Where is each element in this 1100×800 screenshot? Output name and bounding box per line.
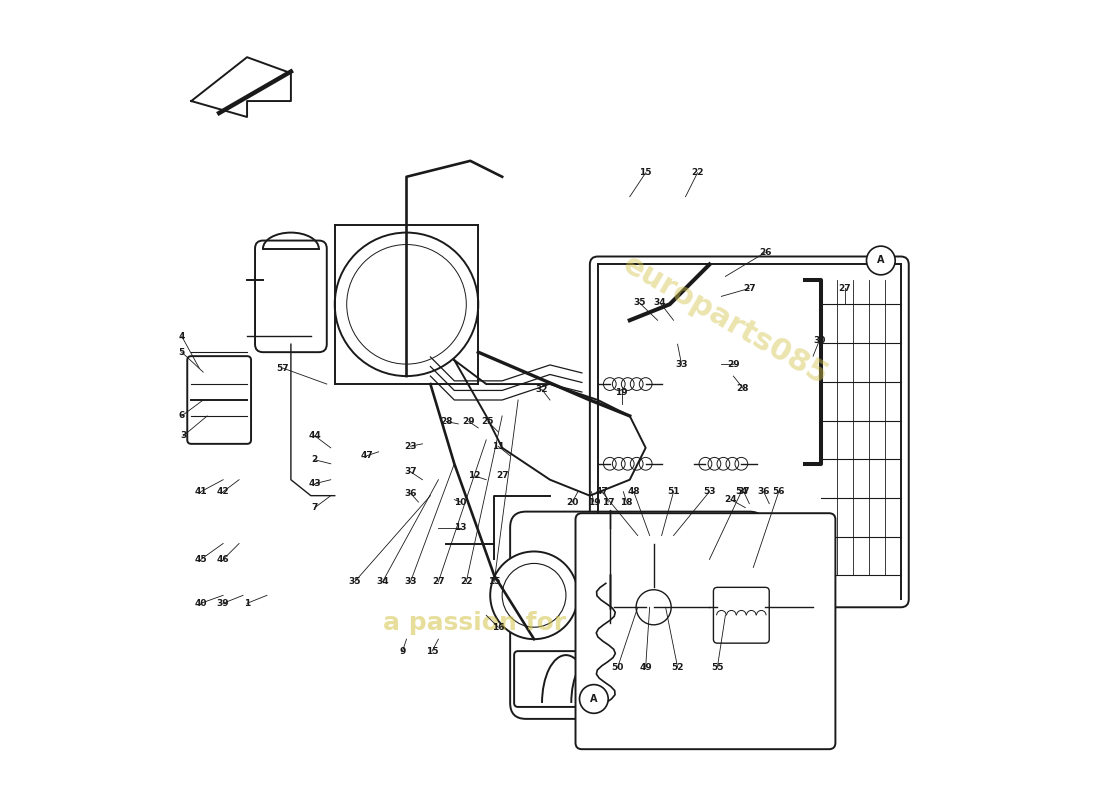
Text: 41: 41 xyxy=(195,487,207,496)
Text: 37: 37 xyxy=(737,487,750,496)
Text: 29: 29 xyxy=(727,360,739,369)
Text: 6: 6 xyxy=(178,411,185,421)
Text: A: A xyxy=(590,694,597,704)
Text: 24: 24 xyxy=(725,495,737,504)
Text: 1: 1 xyxy=(244,598,250,608)
Text: 22: 22 xyxy=(460,578,473,586)
Text: 48: 48 xyxy=(627,487,640,496)
Text: 50: 50 xyxy=(612,662,624,671)
Text: 15: 15 xyxy=(639,168,652,178)
Text: 55: 55 xyxy=(712,662,724,671)
Text: 7: 7 xyxy=(311,503,318,512)
Circle shape xyxy=(491,551,578,639)
Circle shape xyxy=(636,590,671,625)
Text: 5: 5 xyxy=(178,348,185,357)
Text: 39: 39 xyxy=(217,598,230,608)
Text: 32: 32 xyxy=(536,385,548,394)
Text: 26: 26 xyxy=(759,248,771,257)
Text: 28: 28 xyxy=(440,417,452,426)
Text: 36: 36 xyxy=(758,487,770,496)
Text: 28: 28 xyxy=(737,383,749,393)
Text: 12: 12 xyxy=(468,471,481,480)
Text: 20: 20 xyxy=(566,498,579,506)
Text: a passion for parts.com: a passion for parts.com xyxy=(383,611,717,635)
Text: 22: 22 xyxy=(691,168,704,178)
Polygon shape xyxy=(191,57,290,117)
Text: 27: 27 xyxy=(496,471,508,480)
Circle shape xyxy=(867,246,895,275)
Text: 27: 27 xyxy=(432,578,444,586)
Text: 25: 25 xyxy=(482,417,494,426)
Text: 10: 10 xyxy=(454,498,466,506)
Text: 49: 49 xyxy=(639,662,652,671)
Text: 44: 44 xyxy=(308,431,321,440)
Text: 36: 36 xyxy=(404,489,417,498)
Text: 52: 52 xyxy=(671,662,684,671)
Text: 57: 57 xyxy=(276,364,289,373)
Text: 42: 42 xyxy=(217,487,230,496)
Text: 27: 27 xyxy=(742,284,756,293)
FancyBboxPatch shape xyxy=(590,257,909,607)
Text: 35: 35 xyxy=(632,298,646,307)
Text: 37: 37 xyxy=(404,467,417,476)
Text: 33: 33 xyxy=(404,578,417,586)
Text: 4: 4 xyxy=(178,332,185,341)
Text: 15: 15 xyxy=(426,646,438,656)
Text: 17: 17 xyxy=(602,498,615,506)
Text: 54: 54 xyxy=(735,487,748,496)
Text: 40: 40 xyxy=(195,598,207,608)
Text: 56: 56 xyxy=(772,487,785,496)
Text: 35: 35 xyxy=(349,578,361,586)
Text: 19: 19 xyxy=(615,387,628,397)
FancyBboxPatch shape xyxy=(714,587,769,643)
Text: 23: 23 xyxy=(404,442,417,450)
Text: 34: 34 xyxy=(653,298,667,307)
Text: 2: 2 xyxy=(311,455,318,464)
FancyBboxPatch shape xyxy=(514,651,578,707)
Text: 13: 13 xyxy=(454,523,467,532)
FancyBboxPatch shape xyxy=(510,512,766,719)
Text: 33: 33 xyxy=(675,360,688,369)
Text: 19: 19 xyxy=(587,498,601,506)
Text: 9: 9 xyxy=(399,646,406,656)
Text: 11: 11 xyxy=(492,442,505,450)
Text: europarts085: europarts085 xyxy=(618,250,833,391)
Text: 45: 45 xyxy=(195,555,207,564)
Circle shape xyxy=(580,685,608,714)
Text: 3: 3 xyxy=(180,431,186,440)
Text: 47: 47 xyxy=(361,451,373,460)
Text: 29: 29 xyxy=(462,417,475,426)
Text: 34: 34 xyxy=(376,578,389,586)
Text: 16: 16 xyxy=(492,622,505,632)
Text: 51: 51 xyxy=(668,487,680,496)
Text: 18: 18 xyxy=(620,498,632,506)
Text: 53: 53 xyxy=(703,487,716,496)
Text: A: A xyxy=(877,255,884,266)
Circle shape xyxy=(334,233,478,376)
FancyBboxPatch shape xyxy=(255,241,327,352)
Text: 27: 27 xyxy=(838,284,851,293)
Text: 47: 47 xyxy=(595,487,608,496)
Text: 30: 30 xyxy=(813,336,826,345)
Text: 43: 43 xyxy=(308,479,321,488)
FancyBboxPatch shape xyxy=(187,356,251,444)
FancyBboxPatch shape xyxy=(575,514,835,749)
Text: 46: 46 xyxy=(217,555,230,564)
Text: 15: 15 xyxy=(488,578,501,586)
